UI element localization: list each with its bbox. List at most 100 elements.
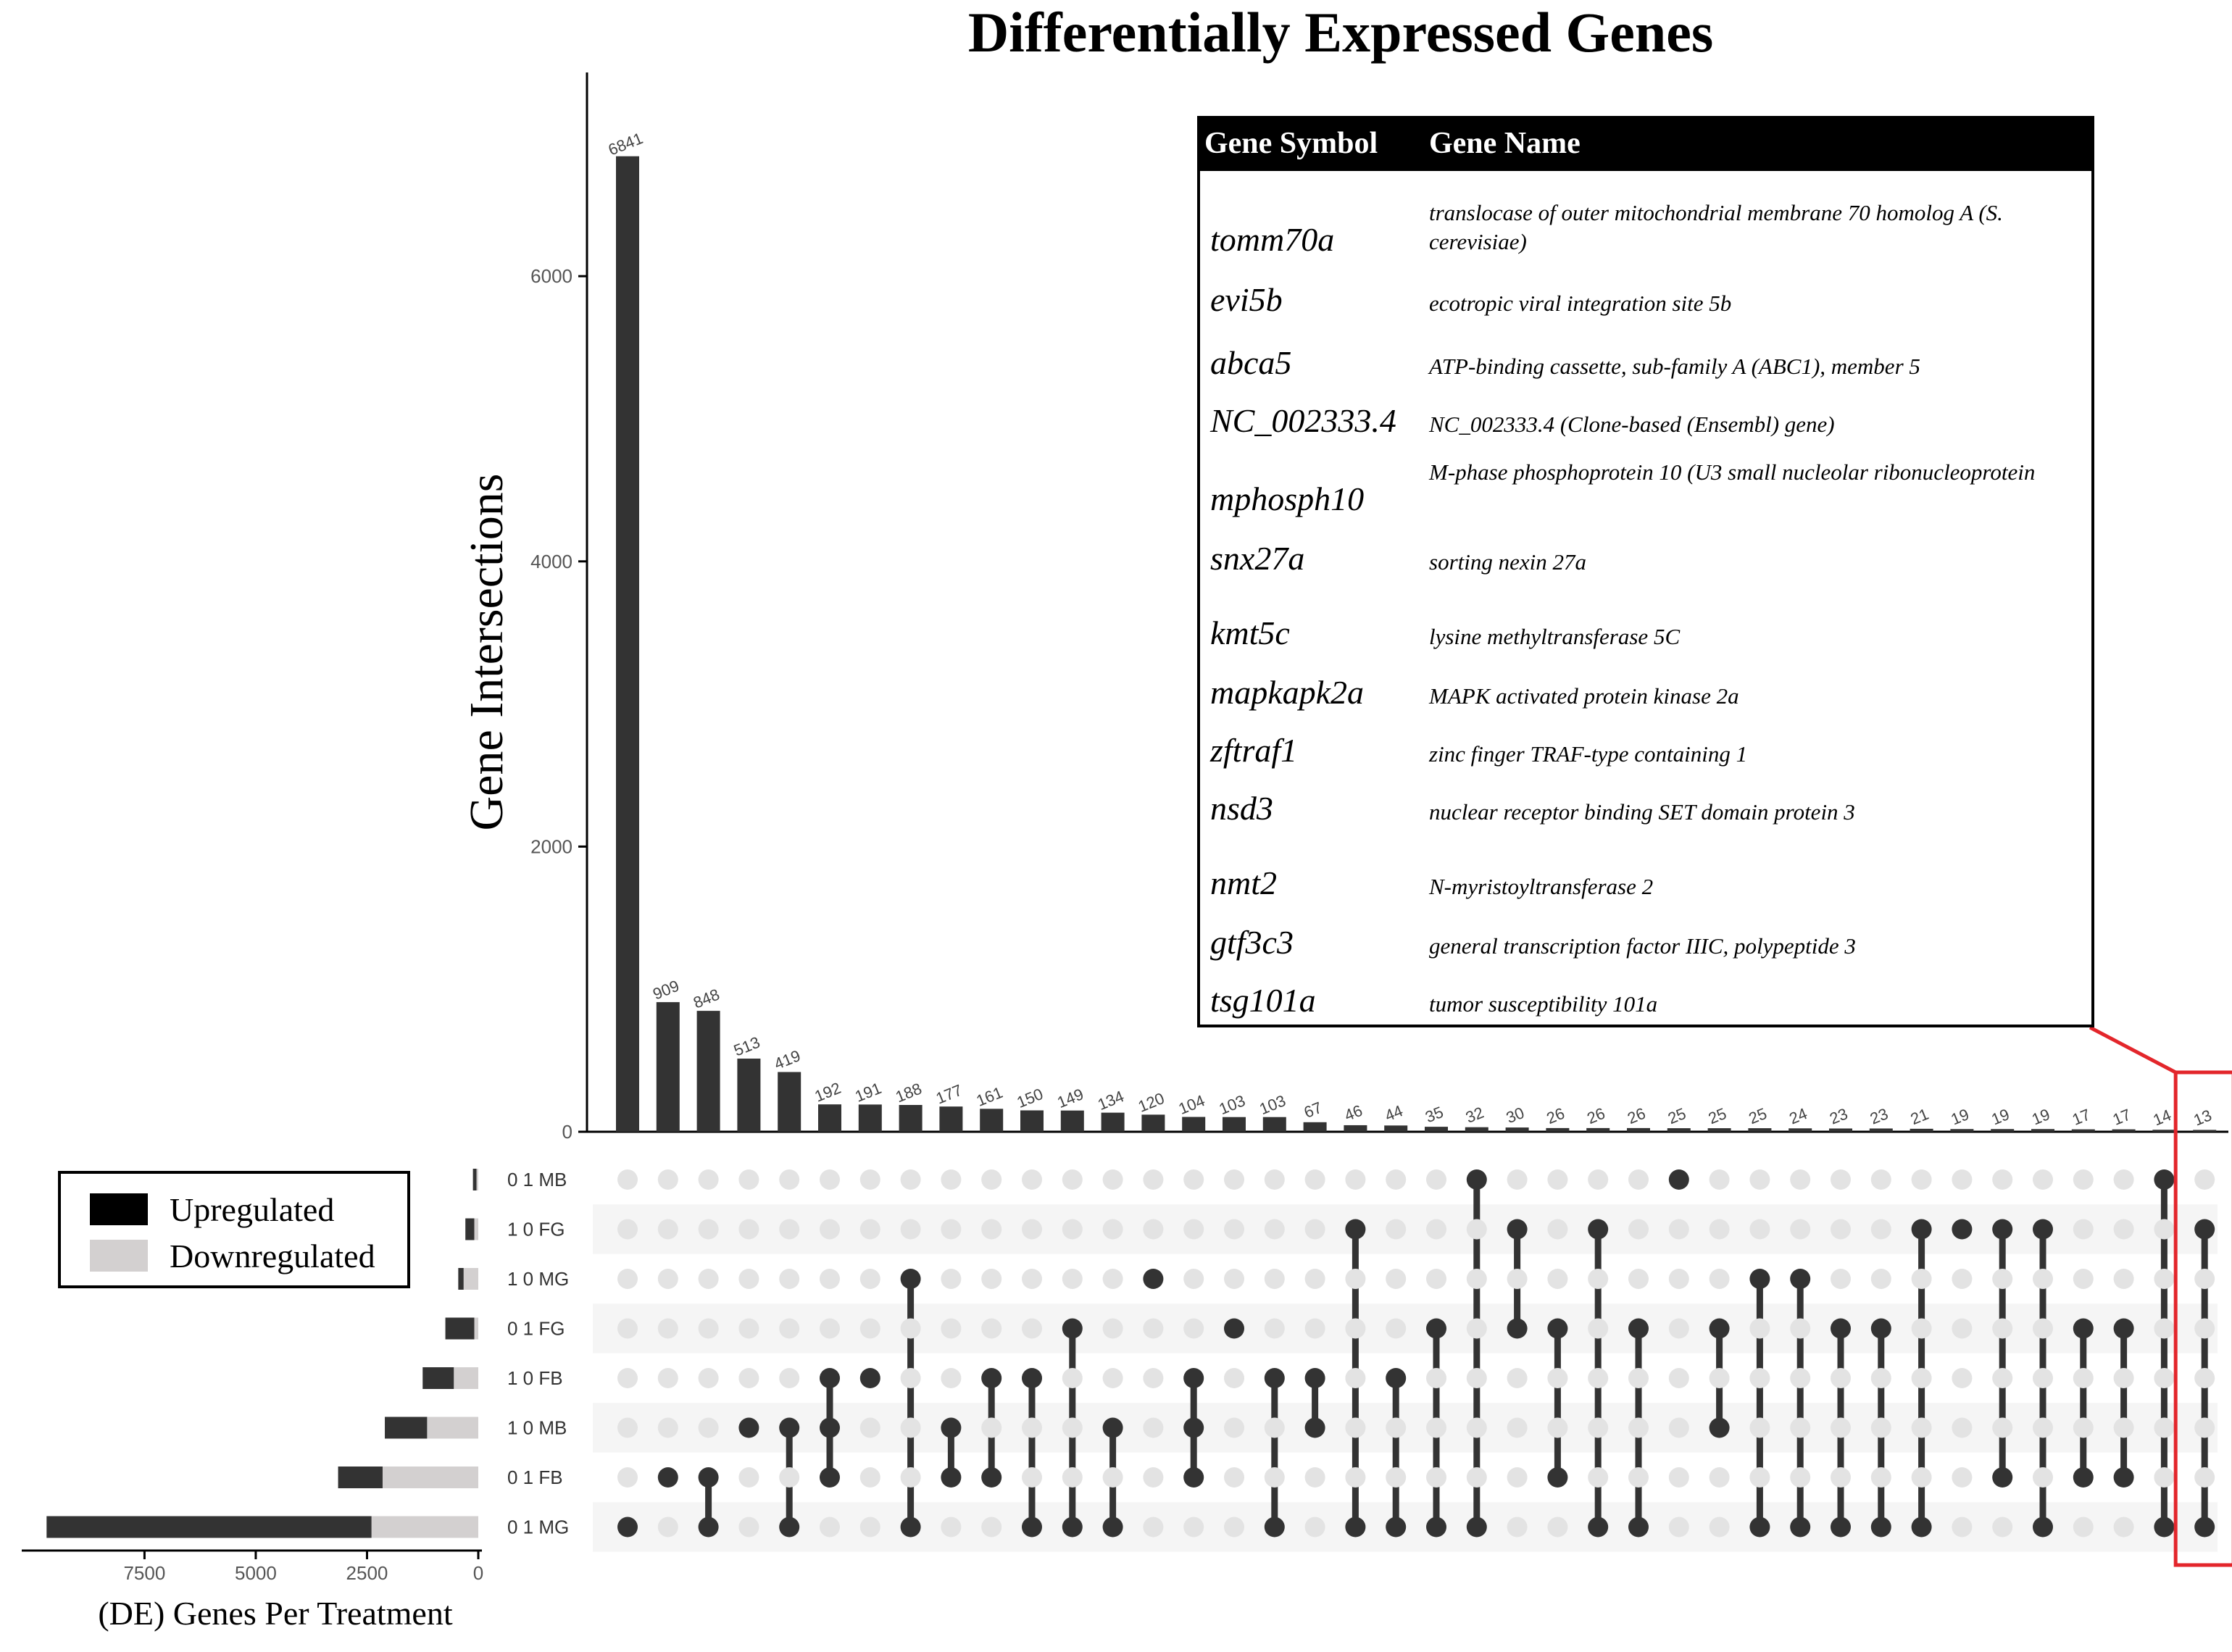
matrix-dot-inactive bbox=[1790, 1318, 1811, 1339]
matrix-dot-inactive bbox=[1749, 1169, 1770, 1190]
matrix-dot-active bbox=[981, 1467, 1002, 1488]
matrix-dot-inactive bbox=[1952, 1417, 1973, 1438]
matrix-dot-inactive bbox=[657, 1417, 678, 1438]
matrix-dot-inactive bbox=[698, 1269, 719, 1289]
matrix-dot-inactive bbox=[1466, 1219, 1487, 1240]
intersection-bar bbox=[1060, 1110, 1084, 1132]
matrix-dot-inactive bbox=[1345, 1467, 1366, 1488]
set-label: 1 0 FG bbox=[507, 1219, 565, 1240]
matrix-dot-inactive bbox=[1870, 1219, 1891, 1240]
gene-symbol: kmt5c bbox=[1210, 614, 1290, 651]
intersection-bar bbox=[2152, 1130, 2176, 1132]
matrix-dot-inactive bbox=[1102, 1318, 1123, 1339]
matrix-dot-inactive bbox=[941, 1517, 962, 1538]
set-bar-upregulated bbox=[472, 1169, 477, 1190]
matrix-dot-inactive bbox=[941, 1219, 962, 1240]
matrix-dot-active bbox=[1304, 1417, 1325, 1438]
matrix-dot-inactive bbox=[1062, 1467, 1083, 1488]
set-bar-downregulated bbox=[463, 1268, 478, 1290]
matrix-dot-inactive bbox=[1466, 1467, 1487, 1488]
legend-item-upregulated: Upregulated bbox=[90, 1191, 334, 1228]
matrix-dot-active bbox=[1870, 1517, 1891, 1538]
matrix-dot-inactive bbox=[1264, 1417, 1285, 1438]
bar-value-label: 19 bbox=[1949, 1105, 1972, 1128]
intersection-bar bbox=[1425, 1127, 1448, 1132]
matrix-dot-inactive bbox=[1547, 1417, 1568, 1438]
matrix-dot-inactive bbox=[1304, 1517, 1325, 1538]
bar-value-label: 103 bbox=[1257, 1091, 1288, 1118]
y-axis-label: Gene Intersections bbox=[460, 473, 513, 831]
set-label: 1 0 FB bbox=[507, 1367, 563, 1389]
matrix-dot-inactive bbox=[2033, 1467, 2053, 1488]
intersection-bar bbox=[1141, 1114, 1165, 1132]
set-bar-downregulated bbox=[474, 1317, 478, 1340]
matrix-dot-inactive bbox=[1022, 1417, 1042, 1438]
matrix-dot-active bbox=[2113, 1318, 2134, 1339]
matrix-dot-active bbox=[2073, 1467, 2094, 1488]
gene-name: sorting nexin 27a bbox=[1429, 549, 1586, 575]
matrix-dot-inactive bbox=[1870, 1169, 1891, 1190]
bar-value-label: 149 bbox=[1054, 1085, 1086, 1111]
matrix-dot-inactive bbox=[2073, 1219, 2094, 1240]
matrix-dot-inactive bbox=[2113, 1368, 2134, 1388]
matrix-dot-inactive bbox=[1709, 1517, 1730, 1538]
matrix-dot-inactive bbox=[1386, 1467, 1407, 1488]
matrix-dot-active bbox=[1952, 1219, 1973, 1240]
matrix-dot-active bbox=[1022, 1517, 1042, 1538]
matrix-dot-inactive bbox=[981, 1318, 1002, 1339]
bar-value-label: 419 bbox=[772, 1046, 803, 1073]
matrix-dot-inactive bbox=[1709, 1169, 1730, 1190]
bar-value-label: 26 bbox=[1625, 1104, 1648, 1127]
matrix-dot-active bbox=[2154, 1169, 2175, 1190]
matrix-dot-active bbox=[820, 1467, 840, 1488]
matrix-dot-inactive bbox=[1628, 1417, 1649, 1438]
matrix-dot-active bbox=[1264, 1517, 1285, 1538]
matrix-dot-inactive bbox=[617, 1269, 638, 1289]
matrix-dot-inactive bbox=[738, 1467, 759, 1488]
gene-symbol: snx27a bbox=[1210, 540, 1305, 577]
matrix-dot-active bbox=[1102, 1417, 1123, 1438]
matrix-dot-inactive bbox=[1668, 1517, 1689, 1538]
matrix-dot-inactive bbox=[859, 1417, 880, 1438]
matrix-dot-inactive bbox=[1345, 1169, 1366, 1190]
set-label: 0 1 FB bbox=[507, 1467, 563, 1488]
set-label: 0 1 MG bbox=[507, 1517, 569, 1538]
gene-symbol: mphosph10 bbox=[1210, 480, 1365, 517]
matrix-dot-active bbox=[1749, 1517, 1770, 1538]
matrix-dot-inactive bbox=[900, 1318, 921, 1339]
matrix-dot-inactive bbox=[1547, 1368, 1568, 1388]
matrix-dot-inactive bbox=[1022, 1467, 1042, 1488]
matrix-dot-inactive bbox=[1386, 1417, 1407, 1438]
gene-name: MAPK activated protein kinase 2a bbox=[1429, 683, 1739, 709]
intersection-bar bbox=[818, 1104, 841, 1132]
matrix-dot-inactive bbox=[2033, 1417, 2053, 1438]
matrix-dot-active bbox=[1466, 1517, 1487, 1538]
matrix-dot-inactive bbox=[1304, 1269, 1325, 1289]
matrix-dot-inactive bbox=[1870, 1417, 1891, 1438]
matrix-dot-inactive bbox=[1224, 1269, 1244, 1289]
matrix-dot-inactive bbox=[1709, 1269, 1730, 1289]
matrix-dot-inactive bbox=[941, 1269, 962, 1289]
gene-symbol: mapkapk2a bbox=[1210, 674, 1365, 711]
set-label: 1 0 MB bbox=[507, 1417, 567, 1439]
gene-table-header: Gene Symbol Gene Name bbox=[1200, 119, 2091, 171]
bar-value-label: 192 bbox=[812, 1079, 843, 1106]
matrix-dot-inactive bbox=[1749, 1318, 1770, 1339]
matrix-dot-inactive bbox=[1588, 1467, 1609, 1488]
matrix-dot-inactive bbox=[1183, 1219, 1204, 1240]
matrix-dot-inactive bbox=[859, 1467, 880, 1488]
intersection-bar bbox=[1627, 1127, 1650, 1132]
intersection-bar bbox=[616, 156, 639, 1132]
matrix-dot-inactive bbox=[1790, 1219, 1811, 1240]
matrix-dot-inactive bbox=[1952, 1467, 1973, 1488]
matrix-dot-inactive bbox=[1183, 1269, 1204, 1289]
bar-value-label: 26 bbox=[1544, 1104, 1567, 1127]
matrix-dot-active bbox=[1668, 1169, 1689, 1190]
matrix-dot-inactive bbox=[1304, 1219, 1325, 1240]
matrix-dot-inactive bbox=[1507, 1467, 1528, 1488]
intersection-bar bbox=[899, 1105, 923, 1132]
matrix-dot-inactive bbox=[2113, 1517, 2134, 1538]
matrix-dot-inactive bbox=[2033, 1169, 2053, 1190]
matrix-dot-inactive bbox=[779, 1219, 800, 1240]
matrix-dot-inactive bbox=[1022, 1269, 1042, 1289]
